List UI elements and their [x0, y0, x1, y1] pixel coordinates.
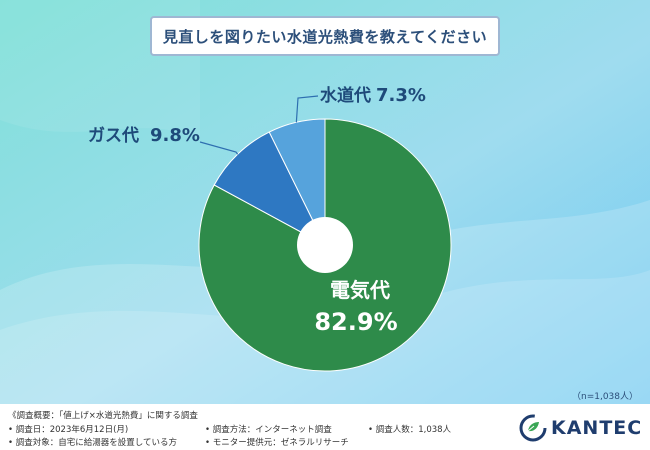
pie-chart: 電気代 82.9% ガス代 9.8% 水道代 7.3%: [88, 85, 452, 372]
slice-label-gas-name: ガス代: [88, 125, 139, 146]
slice-label-water-name: 水道代: [320, 85, 371, 106]
footer: 《調査概要：「値上げ×水道光熱費」に関する調査 • 調査日：2023年6月12日…: [0, 404, 650, 450]
slice-label-gas-value: 9.8%: [150, 125, 200, 146]
survey-target: • 調査対象：自宅に給湯器を設置している方: [8, 438, 177, 448]
respondents: • 調査人数：1,038人: [368, 425, 452, 435]
pie-slice-gas: [213, 131, 327, 247]
company-logo: KANTEC: [519, 413, 642, 443]
slice-label-electricity-name: 電気代: [330, 278, 390, 302]
chart-title: 見直しを図りたい水道光熱費を教えてください: [150, 16, 500, 56]
logo-text: KANTEC: [551, 417, 643, 439]
pie-slice-water: [268, 118, 326, 246]
monitor-provider: • モニター提供元：ゼネラルリサーチ: [205, 438, 349, 448]
survey-date: • 調査日：2023年6月12日(月): [8, 425, 129, 435]
sample-size: （n=1,038人）: [571, 392, 638, 402]
leader-water: [295, 95, 319, 123]
donut-hole: [297, 217, 353, 273]
survey-method: • 調査方法：インターネット調査: [205, 425, 332, 435]
kantec-leaf-icon: [519, 414, 547, 442]
slice-label-electricity-value: 82.9%: [314, 308, 397, 336]
survey-title: 《調査概要：「値上げ×水道光熱費」に関する調査: [8, 411, 198, 421]
slice-label-water-value: 7.3%: [376, 85, 426, 106]
leader-gas: [199, 141, 239, 155]
